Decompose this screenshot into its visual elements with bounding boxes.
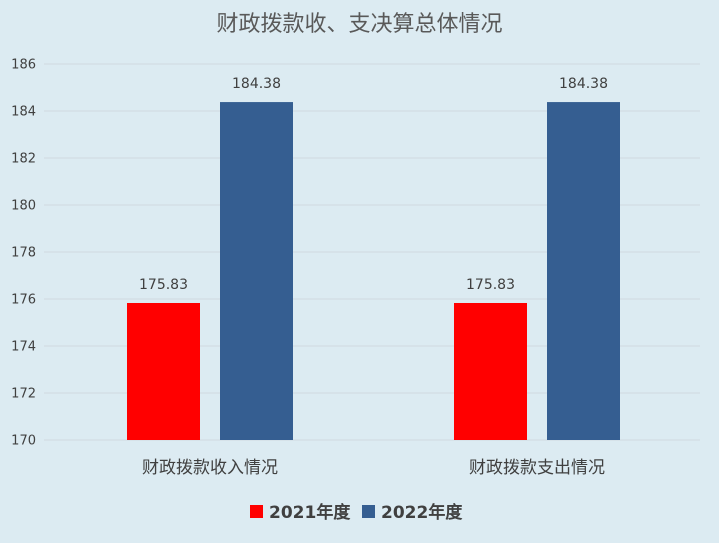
legend-label: 2021年度: [269, 502, 351, 523]
bar-2021-income: [127, 302, 200, 440]
y-tick-label: 174: [11, 340, 36, 355]
y-tick-label: 184: [11, 105, 36, 120]
y-tick-label: 170: [11, 434, 36, 449]
data-label: 175.83: [466, 277, 515, 293]
category-label: 财政拨款收入情况: [142, 458, 278, 478]
y-tick-label: 186: [11, 58, 36, 73]
x-axis-categories: 财政拨款收入情况 财政拨款支出情况: [142, 458, 605, 478]
bar-2022-income: [220, 102, 293, 440]
bar-2022-expenditure: [547, 102, 620, 440]
data-label: 184.38: [232, 76, 281, 92]
y-tick-label: 180: [11, 199, 36, 214]
legend: 2021年度 2022年度: [250, 502, 463, 523]
legend-swatch: [362, 505, 375, 518]
y-tick-label: 176: [11, 293, 36, 308]
y-tick-label: 182: [11, 152, 36, 167]
chart-title: 财政拨款收、支决算总体情况: [216, 12, 502, 37]
y-tick-label: 178: [11, 246, 36, 261]
legend-label: 2022年度: [381, 502, 463, 523]
category-label: 财政拨款支出情况: [469, 458, 605, 478]
data-labels: 175.83 184.38 175.83 184.38: [139, 76, 608, 293]
y-axis-ticks: 170 172 174 176 178 180 182 184 186: [11, 58, 36, 449]
legend-swatch: [250, 505, 263, 518]
data-label: 175.83: [139, 277, 188, 293]
bar-2021-expenditure: [454, 302, 527, 440]
bars: [127, 102, 620, 440]
data-label: 184.38: [559, 76, 608, 92]
y-tick-label: 172: [11, 387, 36, 402]
